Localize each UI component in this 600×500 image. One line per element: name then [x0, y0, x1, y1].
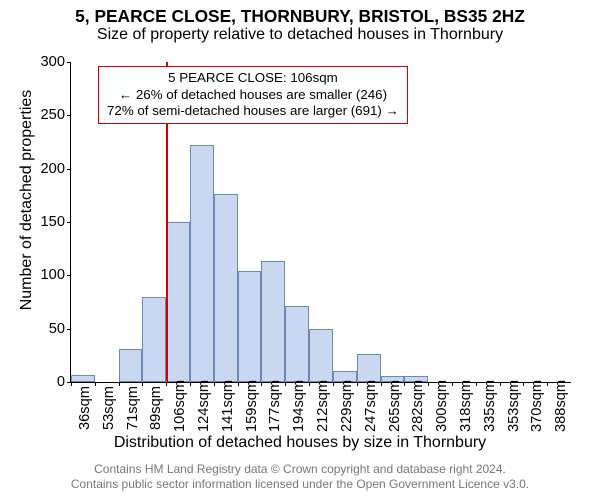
x-tick-mark — [119, 382, 120, 386]
x-tick-label: 388sqm — [553, 386, 569, 432]
x-tick-mark — [261, 382, 262, 386]
x-tick-mark — [357, 382, 358, 386]
x-tick-label: 124sqm — [196, 386, 212, 432]
x-tick-label: 318sqm — [458, 386, 474, 432]
x-tick-mark — [547, 382, 548, 386]
x-tick-mark — [452, 382, 453, 386]
x-tick-label: 89sqm — [148, 386, 164, 432]
x-tick-mark — [190, 382, 191, 386]
histogram-bar — [190, 145, 214, 382]
histogram-bar — [285, 306, 309, 382]
x-tick-label: 353sqm — [506, 386, 522, 432]
y-tick-mark — [67, 62, 71, 63]
x-tick-label: 194sqm — [291, 386, 307, 432]
annotation-line-2: ← 26% of detached houses are smaller (24… — [107, 87, 399, 104]
x-tick-label: 141sqm — [220, 386, 236, 432]
x-tick-mark — [523, 382, 524, 386]
histogram-bar — [142, 297, 166, 382]
footnote-line-2: Contains public sector information licen… — [0, 477, 600, 491]
x-tick-mark — [71, 382, 72, 386]
x-axis-label: Distribution of detached houses by size … — [0, 434, 600, 452]
x-tick-mark — [333, 382, 334, 386]
x-tick-label: 106sqm — [172, 386, 188, 432]
x-tick-label: 335sqm — [482, 386, 498, 432]
x-tick-label: 370sqm — [529, 386, 545, 432]
x-tick-mark — [476, 382, 477, 386]
chart-subtitle: Size of property relative to detached ho… — [0, 26, 600, 44]
histogram-bar — [357, 354, 381, 382]
histogram-bar — [261, 261, 285, 382]
x-tick-mark — [214, 382, 215, 386]
y-tick-mark — [67, 222, 71, 223]
annotation-box: 5 PEARCE CLOSE: 106sqm ← 26% of detached… — [98, 66, 408, 124]
histogram-bar — [71, 375, 95, 382]
x-tick-label: 71sqm — [125, 386, 141, 432]
histogram-bar — [166, 222, 190, 382]
y-tick-mark — [67, 115, 71, 116]
x-tick-mark — [428, 382, 429, 386]
x-tick-mark — [285, 382, 286, 386]
x-tick-label: 36sqm — [77, 386, 93, 432]
x-tick-label: 159sqm — [244, 386, 260, 432]
x-tick-label: 282sqm — [410, 386, 426, 432]
y-tick-mark — [67, 329, 71, 330]
x-tick-mark — [95, 382, 96, 386]
annotation-line-1: 5 PEARCE CLOSE: 106sqm — [107, 70, 399, 87]
x-tick-label: 212sqm — [315, 386, 331, 432]
y-tick-mark — [67, 275, 71, 276]
x-tick-mark — [166, 382, 167, 386]
x-tick-label: 300sqm — [434, 386, 450, 432]
histogram-bar — [214, 194, 238, 382]
x-tick-mark — [238, 382, 239, 386]
x-tick-label: 53sqm — [101, 386, 117, 432]
x-tick-mark — [309, 382, 310, 386]
chart-title: 5, PEARCE CLOSE, THORNBURY, BRISTOL, BS3… — [0, 6, 600, 27]
histogram-bar — [309, 329, 333, 382]
x-tick-label: 265sqm — [387, 386, 403, 432]
x-tick-label: 177sqm — [267, 386, 283, 432]
x-tick-mark — [404, 382, 405, 386]
x-tick-label: 229sqm — [339, 386, 355, 432]
y-axis-label: Number of detached properties — [18, 70, 36, 330]
annotation-line-3: 72% of semi-detached houses are larger (… — [107, 103, 399, 120]
footnote-line-1: Contains HM Land Registry data © Crown c… — [0, 462, 600, 476]
x-tick-mark — [500, 382, 501, 386]
x-tick-label: 247sqm — [363, 386, 379, 432]
histogram-bar — [238, 271, 262, 382]
y-tick-mark — [67, 169, 71, 170]
x-tick-mark — [381, 382, 382, 386]
x-tick-mark — [142, 382, 143, 386]
histogram-bar — [119, 349, 143, 382]
